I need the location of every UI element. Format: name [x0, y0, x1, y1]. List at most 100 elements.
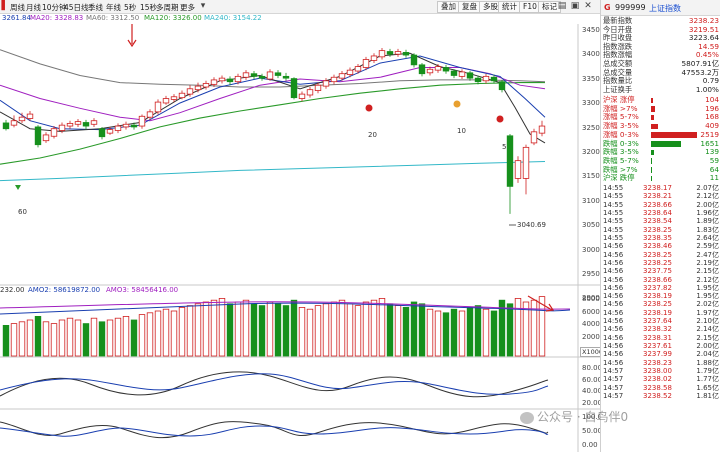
tick-time: 14:56 — [603, 250, 624, 259]
candle-down — [450, 70, 458, 76]
period-10min[interactable]: 10分钟 — [42, 3, 67, 12]
tick-price: 3238.54 — [643, 217, 672, 226]
indicator2-tick-label: 100.00 — [582, 413, 607, 421]
indicator1-tick-label: 80.00 — [582, 364, 603, 372]
statistics-button[interactable]: 统计 — [498, 1, 521, 13]
price-tick-label: 3250 — [582, 123, 600, 132]
volume-bar-down — [130, 319, 138, 357]
distribution-row: 沪深 涨停 104 — [601, 95, 720, 105]
volume-bar-up — [66, 317, 74, 357]
distribution-bar — [651, 114, 655, 121]
volume-bar-down — [418, 303, 426, 357]
menu-icon[interactable]: ▌ — [1, 1, 9, 11]
period-yearly[interactable]: 年线 — [106, 3, 121, 12]
tick-price: 3238.17 — [643, 184, 672, 192]
period-weekly[interactable]: 周线 — [10, 3, 25, 12]
market-badge-icon: G — [604, 3, 611, 12]
distribution-label: 涨幅 5-7% — [603, 112, 639, 122]
tick-price: 3238.25 — [643, 258, 672, 267]
price-tick-label: 3200 — [582, 148, 600, 156]
ma120-line — [0, 82, 545, 165]
replay-button[interactable]: 复盘 — [458, 1, 481, 13]
mark-button[interactable]: 标记 — [538, 1, 561, 13]
ma-legend-value: 3261.84 — [2, 14, 31, 22]
tick-time: 14:56 — [603, 267, 624, 276]
period-5sec[interactable]: 5秒 — [124, 3, 137, 12]
distribution-count: 196 — [705, 103, 719, 113]
tick-row: 14:55 3238.21 2.12亿 — [601, 192, 720, 200]
distribution-label: 涨幅 3-5% — [603, 121, 639, 131]
candle-down — [290, 78, 298, 99]
volume-bar-up — [354, 305, 362, 357]
candle-down — [258, 75, 266, 79]
volume-bar-down — [82, 323, 90, 357]
volume-tick-label: 40000 — [582, 320, 605, 328]
distribution-row: 涨幅 3-5% 409 — [601, 121, 720, 131]
candle-up — [66, 122, 74, 127]
tick-row: 14:56 3238.25 2.47亿 — [601, 251, 720, 259]
index-name[interactable]: 上证指数 — [649, 4, 681, 13]
candle-up — [434, 66, 442, 71]
index-code: 999999 — [615, 3, 646, 12]
price-tick-label: 3150 — [582, 172, 600, 181]
window-icon[interactable]: ▣ — [570, 1, 580, 11]
volume-bar-down — [490, 310, 498, 357]
tick-volume: 2.59亿 — [696, 242, 719, 251]
distribution-count: 409 — [705, 121, 719, 131]
period-15sec[interactable]: 15秒 — [140, 3, 158, 12]
tick-row: 14:56 3237.82 1.95亿 — [601, 284, 720, 292]
candle-up — [330, 76, 338, 83]
volume-bar-up — [90, 317, 98, 357]
stat-value: 5807.91亿 — [681, 59, 719, 68]
tick-row: 14:56 3238.31 2.15亿 — [601, 334, 720, 342]
volume-bar-up — [322, 303, 330, 357]
tick-volume: 1.88亿 — [696, 358, 719, 367]
period-quarterly[interactable]: 季线 — [88, 3, 103, 12]
tick-time: 14:57 — [603, 367, 624, 376]
layout-icon[interactable]: ▤ — [557, 1, 567, 11]
candle-up — [242, 72, 250, 78]
volume-bar-up — [26, 319, 34, 357]
ma20-legend: MA20: 3328.83 — [30, 14, 84, 22]
period-45day[interactable]: 45日线 — [64, 3, 89, 12]
ma10-label: 10 — [457, 127, 466, 135]
candle-up — [18, 116, 26, 122]
stat-value: 14.59 — [698, 41, 719, 51]
stat-row: 昨日收盘 3223.64 — [601, 34, 720, 43]
close-icon[interactable]: ✕ — [584, 1, 592, 11]
volume-bar-down — [250, 303, 258, 357]
candle-down — [474, 77, 482, 83]
tick-time: 14:55 — [603, 192, 624, 201]
distribution-row: 涨幅 >7% 196 — [601, 103, 720, 114]
volume-bar-up — [218, 297, 226, 357]
low-price-label: 3040.69 — [517, 221, 546, 229]
distribution-row: 沪深 跌停 11 — [601, 174, 720, 183]
candle-up — [522, 146, 530, 179]
tick-row: 14:56 3238.32 2.14亿 — [601, 325, 720, 333]
candle-down — [282, 75, 290, 79]
period-more[interactable]: 更多 — [180, 3, 195, 12]
chart-toolbar: ▌ 周线 月线 10分钟 45日线 季线 年线 5秒 15秒 多周期 更多 ▾ … — [0, 0, 600, 14]
overlay-button[interactable]: 叠加 — [437, 1, 460, 13]
distribution-row: 涨幅 0-3% 2519 — [601, 130, 720, 140]
candlestick-chart[interactable] — [0, 24, 600, 452]
tick-volume: 1.81亿 — [696, 392, 719, 400]
candle-up — [146, 111, 154, 118]
stat-row: 总成交额 5807.91亿 — [601, 59, 720, 69]
period-multi[interactable]: 多周期 — [156, 3, 179, 12]
stat-label: 昨日收盘 — [603, 33, 633, 43]
tick-time: 14:56 — [603, 342, 624, 351]
volume-tick-label: 60000 — [582, 307, 605, 316]
stat-label: 今日开盘 — [603, 24, 633, 34]
tick-row: 14:55 3238.25 1.83亿 — [601, 226, 720, 234]
candle-down — [442, 67, 450, 72]
period-monthly[interactable]: 月线 — [26, 3, 41, 12]
price-tick-label: 2950 — [582, 270, 600, 278]
chevron-down-icon[interactable]: ▾ — [200, 1, 206, 11]
distribution-count: 1651 — [700, 138, 719, 148]
tick-row: 14:55 3238.17 2.07亿 — [601, 184, 720, 192]
candle-up — [362, 59, 370, 68]
stat-value: 3238.23 — [688, 16, 719, 25]
tick-price: 3238.25 — [643, 225, 672, 234]
stat-row: 指数涨跌 14.59 — [601, 41, 720, 52]
